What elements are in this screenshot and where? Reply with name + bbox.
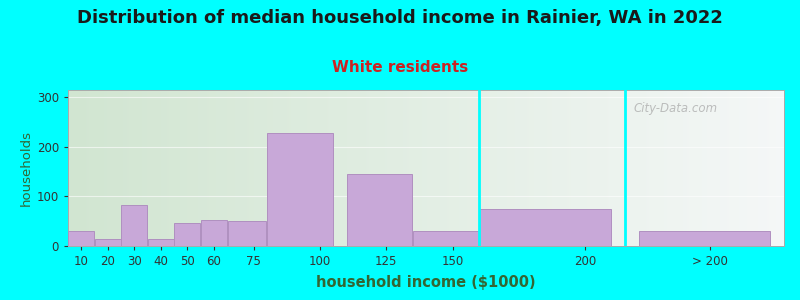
Bar — [413, 231, 478, 246]
Bar — [227, 221, 266, 246]
Bar — [201, 220, 226, 246]
Text: White residents: White residents — [332, 60, 468, 75]
Bar — [68, 231, 94, 246]
Bar — [638, 231, 770, 246]
X-axis label: household income ($1000): household income ($1000) — [316, 275, 536, 290]
Text: Distribution of median household income in Rainier, WA in 2022: Distribution of median household income … — [77, 9, 723, 27]
Text: City-Data.com: City-Data.com — [634, 103, 718, 116]
Bar — [148, 238, 174, 246]
Bar — [174, 223, 200, 246]
Y-axis label: households: households — [19, 130, 33, 206]
Bar — [347, 174, 412, 246]
Bar — [267, 133, 333, 246]
Bar — [479, 209, 611, 246]
Bar — [95, 239, 121, 246]
Bar — [122, 206, 147, 246]
